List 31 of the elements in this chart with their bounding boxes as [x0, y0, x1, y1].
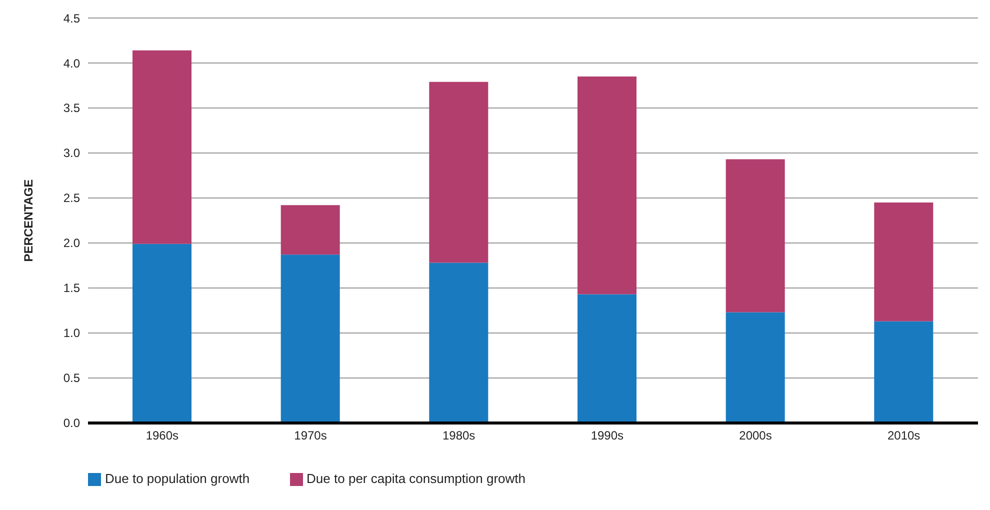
legend-label: Due to per capita consumption growth: [306, 470, 526, 486]
bar: [132, 244, 192, 423]
x-tick-label: 1960s: [146, 428, 179, 442]
bar: [132, 50, 192, 244]
bar: [429, 262, 488, 423]
y-tick-label: 3.5: [63, 101, 80, 116]
y-tick-label: 0.5: [63, 371, 80, 386]
y-tick-label: 1.5: [63, 281, 80, 296]
x-tick-label: 2000s: [739, 428, 772, 442]
bar: [578, 76, 636, 294]
y-tick-label: 4.5: [63, 11, 80, 26]
y-tick-label: 0.0: [63, 416, 80, 430]
x-tick-label: 1980s: [442, 428, 476, 442]
y-tick-label: 2.5: [63, 191, 80, 206]
y-axis-title: PERCENTAGE: [21, 179, 36, 262]
bar: [726, 312, 785, 423]
bar: [429, 82, 488, 263]
y-tick-label: 2.0: [63, 236, 80, 250]
bar: [726, 159, 785, 312]
x-tick-label: 2010s: [887, 428, 920, 442]
y-tick-label: 1.0: [63, 326, 80, 340]
bar: [578, 294, 636, 423]
bar: [874, 202, 934, 322]
y-tick-label: 4.0: [63, 56, 80, 70]
bar: [874, 321, 934, 423]
y-tick-label: 3.0: [63, 146, 80, 160]
legend-label: Due to population growth: [105, 470, 250, 486]
x-tick-label: 1990s: [590, 428, 624, 442]
x-tick-label: 1970s: [294, 428, 327, 442]
bar: [280, 254, 340, 423]
bar: [280, 205, 340, 255]
